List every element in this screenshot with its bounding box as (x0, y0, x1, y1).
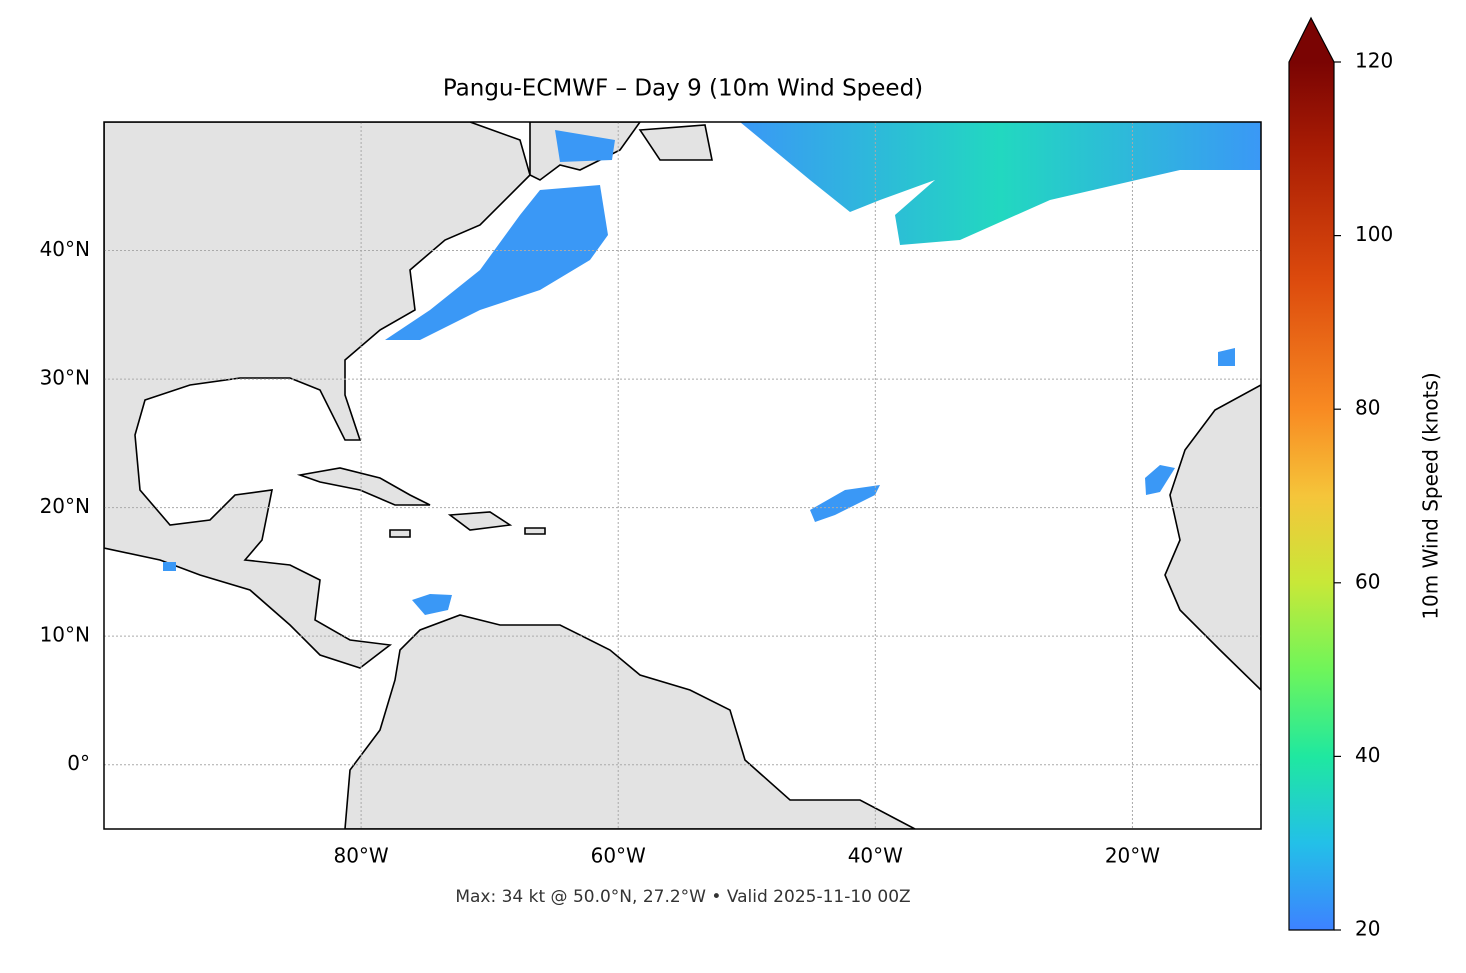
grid (104, 122, 1261, 829)
jamaica (389, 529, 411, 538)
x-tick-label: 60°W (591, 844, 646, 868)
colorbar-tick-label: 20 (1355, 917, 1380, 941)
africa (1164, 384, 1261, 692)
axes: 80°W 60°W 40°W 20°W 0° 10°N 20°N 30°N 40°N (40, 237, 1161, 867)
wind-area (1145, 465, 1175, 495)
colorbar-label: 10m Wind Speed (knots) (1419, 372, 1443, 619)
wind-area (810, 485, 880, 522)
puerto-rico (524, 527, 546, 535)
y-tick-label: 0° (67, 751, 90, 775)
hispaniola (447, 511, 513, 531)
wind-area (555, 130, 615, 162)
y-tick-label: 30°N (40, 366, 90, 390)
colorbar-tick-label: 120 (1355, 49, 1393, 73)
x-tick-label: 80°W (333, 844, 388, 868)
north-america (104, 122, 531, 669)
y-tick-label: 20°N (40, 494, 90, 518)
annotation: Max: 34 kt @ 50.0°N, 27.2°W • Valid 2025… (455, 887, 910, 907)
colorbar-tick-label: 100 (1355, 222, 1393, 246)
wind-area (163, 562, 176, 571)
wind-area (385, 185, 608, 340)
map-frame (103, 121, 1262, 830)
colorbar-frame (1288, 16, 1335, 931)
south-america (344, 614, 916, 829)
wind-area (412, 594, 452, 615)
newfoundland (638, 124, 713, 161)
x-tick-label: 20°W (1105, 844, 1160, 868)
colorbar (1289, 62, 1334, 930)
colorbar-axis: 20 40 60 80 100 120 (1334, 49, 1393, 941)
wind-area (740, 122, 1261, 245)
colorbar-tick-label: 40 (1355, 743, 1380, 767)
y-tick-label: 10°N (40, 623, 90, 647)
wind-area (1218, 348, 1235, 366)
colorbar-tick-label: 60 (1355, 569, 1380, 593)
colorbar-extend (1289, 18, 1334, 62)
map (104, 122, 1261, 829)
cuba (296, 467, 431, 506)
chart-title: Pangu-ECMWF – Day 9 (10m Wind Speed) (443, 76, 923, 102)
colorbar-tick-label: 80 (1355, 396, 1380, 420)
x-tick-label: 40°W (848, 844, 903, 868)
y-tick-label: 40°N (40, 237, 90, 261)
